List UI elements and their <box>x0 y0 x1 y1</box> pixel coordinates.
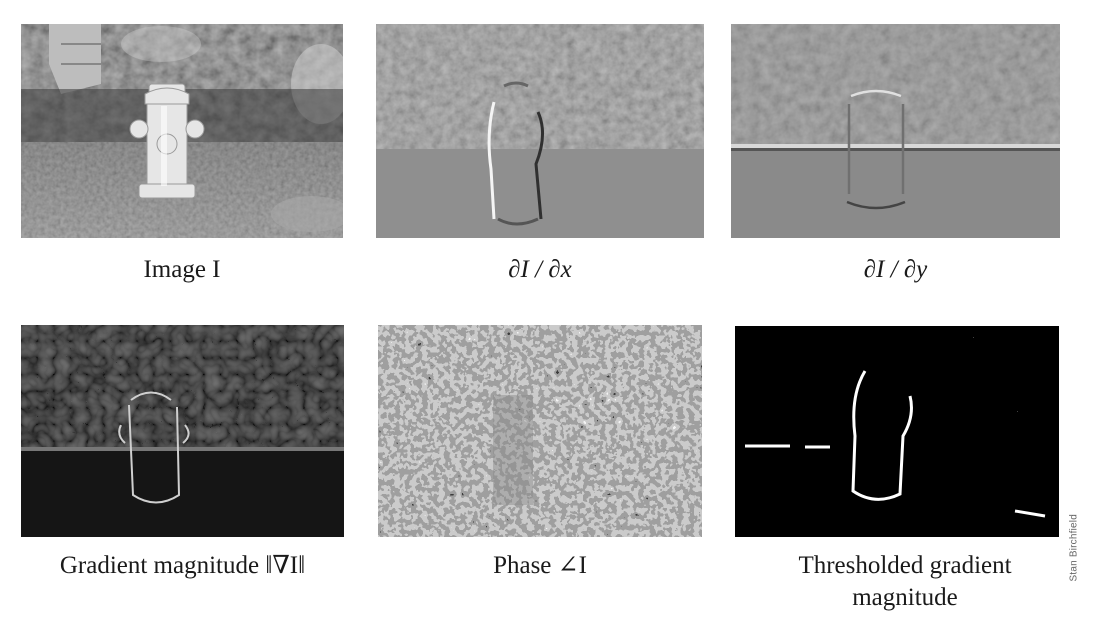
caption-image-text: Image I <box>143 256 221 283</box>
caption-image: Image I <box>21 254 343 286</box>
caption-dx-text: ∂I / ∂x <box>508 256 572 283</box>
gradient-magnitude-image <box>21 325 344 537</box>
caption-phase-text: Phase ∠I <box>493 552 587 579</box>
caption-thresholded: Thresholded gradient magnitude <box>770 550 1040 614</box>
thresholded-gradient-image <box>735 326 1059 537</box>
dx-derivative-image <box>376 24 704 238</box>
hydrant-photo <box>21 24 343 238</box>
image-panel-dx <box>376 24 704 238</box>
caption-thresholded-text: Thresholded gradient magnitude <box>798 552 1012 611</box>
image-panel-dy <box>731 24 1060 238</box>
caption-gradient-magnitude: Gradient magnitude ‖∇I‖ <box>10 550 355 582</box>
image-panel-gradient-magnitude <box>21 325 344 537</box>
caption-gradient-magnitude-text: Gradient magnitude ‖∇I‖ <box>59 552 306 579</box>
image-panel-original <box>21 24 343 238</box>
image-panel-phase <box>378 325 702 537</box>
caption-dx: ∂I / ∂x <box>376 254 704 286</box>
caption-dy: ∂I / ∂y <box>731 254 1060 286</box>
image-panel-thresholded <box>735 326 1059 537</box>
phase-image <box>378 325 702 537</box>
photo-credit: Stan Birchfield <box>1068 514 1080 582</box>
dy-derivative-image <box>731 24 1060 238</box>
caption-phase: Phase ∠I <box>378 550 702 582</box>
caption-dy-text: ∂I / ∂y <box>863 256 928 283</box>
